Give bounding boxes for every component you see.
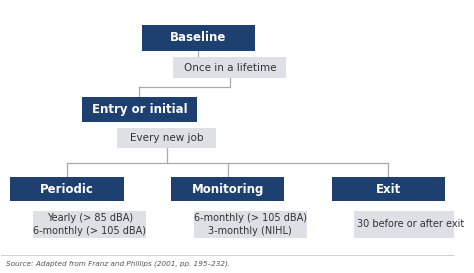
FancyBboxPatch shape xyxy=(10,177,124,201)
Text: Monitoring: Monitoring xyxy=(191,183,264,196)
Text: Source: Adapted from Franz and Phillips (2001, pp. 195–232).: Source: Adapted from Franz and Phillips … xyxy=(6,260,230,267)
Text: Entry or initial: Entry or initial xyxy=(91,103,187,116)
FancyBboxPatch shape xyxy=(142,25,255,51)
Text: 30 before or after exit: 30 before or after exit xyxy=(357,219,465,229)
Text: Periodic: Periodic xyxy=(40,183,94,196)
Text: 6-monthly (> 105 dBA)
3-monthly (NIHL): 6-monthly (> 105 dBA) 3-monthly (NIHL) xyxy=(194,213,307,236)
FancyBboxPatch shape xyxy=(171,177,284,201)
Text: Exit: Exit xyxy=(376,183,401,196)
FancyBboxPatch shape xyxy=(194,211,307,238)
FancyBboxPatch shape xyxy=(33,211,146,238)
FancyBboxPatch shape xyxy=(332,177,445,201)
FancyBboxPatch shape xyxy=(117,128,216,148)
Text: Yearly (> 85 dBA)
6-monthly (> 105 dBA): Yearly (> 85 dBA) 6-monthly (> 105 dBA) xyxy=(33,213,146,236)
FancyBboxPatch shape xyxy=(173,57,286,78)
Text: Once in a lifetime: Once in a lifetime xyxy=(183,63,276,73)
Text: Baseline: Baseline xyxy=(170,31,227,44)
FancyBboxPatch shape xyxy=(355,211,467,238)
Text: Every new job: Every new job xyxy=(130,133,203,143)
FancyBboxPatch shape xyxy=(82,97,197,122)
